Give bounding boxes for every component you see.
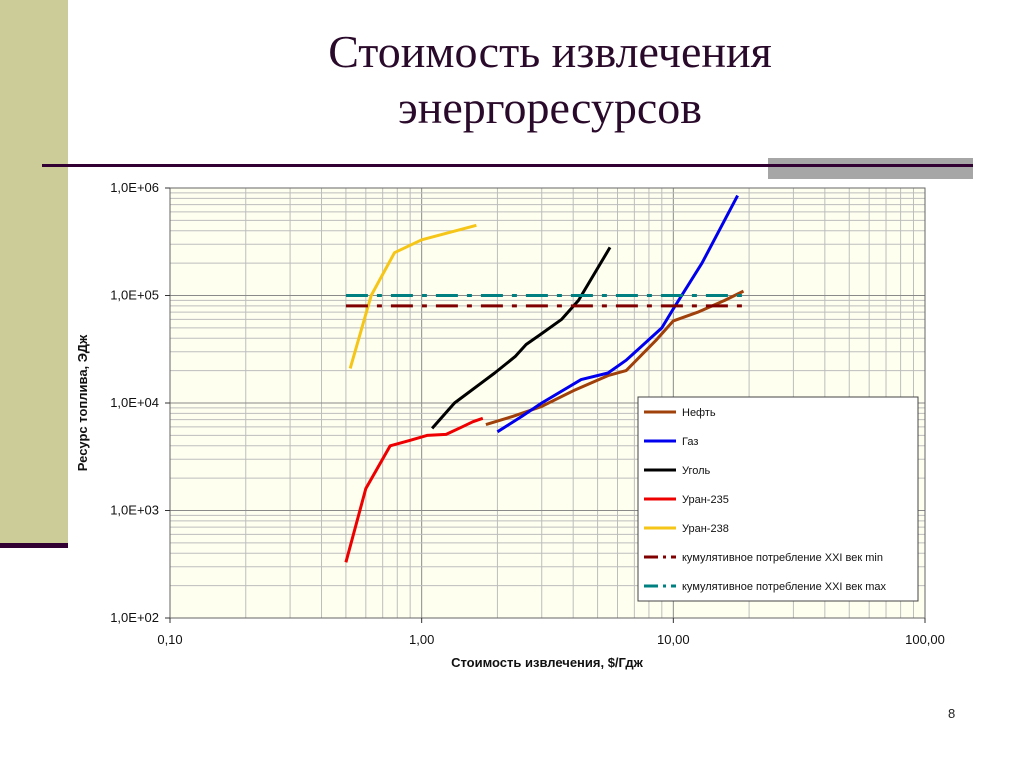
y-tick-label: 1,0E+06 (110, 180, 159, 195)
legend-box (637, 396, 919, 602)
y-tick-label: 1,0E+02 (110, 610, 159, 625)
x-tick-label: 0,10 (157, 632, 182, 647)
legend-label: Уран-238 (682, 523, 729, 535)
page-number: 8 (948, 706, 956, 721)
x-axis-title: Стоимость извлечения, $/Гдж (451, 655, 644, 670)
slide-title-line-1: Стоимость извлечения (328, 26, 772, 77)
legend-label: Уран-235 (682, 494, 729, 506)
series-line-5 (348, 223, 477, 369)
slide-title-line-2: энергоресурсов (397, 82, 702, 133)
y-axis-title: Ресурс топлива, ЭДж (75, 334, 90, 471)
legend-label: Газ (682, 436, 698, 448)
slide-title: Стоимость извлечения энергоресурсов (170, 24, 930, 136)
x-axis-ticks: 0,10 1,00 10,00 100,00 (157, 618, 945, 647)
series-line-4 (344, 416, 484, 563)
x-tick-label: 100,00 (905, 632, 945, 647)
series (344, 194, 745, 563)
x-tick-label: 1,00 (409, 632, 434, 647)
legend-label: Уголь (682, 465, 711, 477)
y-axis-ticks: 1,0E+02 1,0E+03 1,0E+04 1,0E+05 1,0E+06 (110, 180, 170, 625)
legend-label: Нефть (682, 407, 716, 419)
legend-label: кумулятивное потребление XXI век min (682, 552, 883, 564)
series-line-2 (496, 194, 739, 434)
side-accent-underline (0, 543, 68, 548)
legend-label: кумулятивное потребление XXI век max (682, 581, 887, 593)
y-tick-label: 1,0E+03 (110, 503, 159, 518)
y-tick-label: 1,0E+05 (110, 288, 159, 303)
legend: Нефть Газ Уголь Уран-235 Уран-238 кумулятивно… (637, 396, 919, 602)
side-accent-bar (0, 0, 68, 546)
y-tick-label: 1,0E+04 (110, 395, 159, 410)
x-tick-label: 10,00 (657, 632, 690, 647)
title-rule (42, 164, 972, 167)
